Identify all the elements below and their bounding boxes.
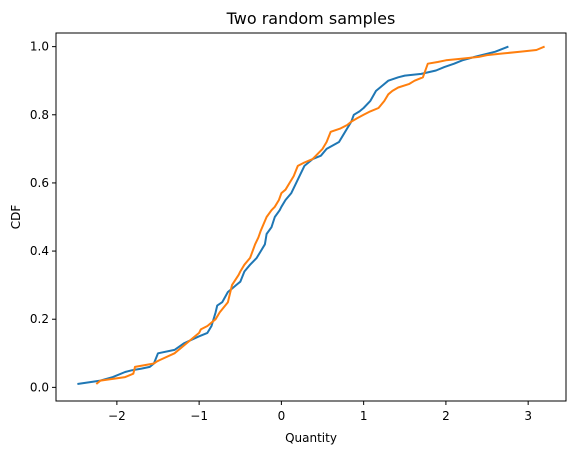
chart-title: Two random samples [226, 9, 396, 28]
x-axis-label: Quantity [285, 431, 337, 445]
series-line-1 [77, 47, 508, 384]
y-tick-label: 0.0 [30, 380, 49, 394]
x-tick-label: 0 [278, 409, 286, 423]
axes-frame [56, 33, 566, 401]
series-line-2 [96, 47, 544, 384]
x-axis-ticks: −2 −1 0 1 2 3 [108, 401, 532, 423]
y-tick-label: 0.8 [30, 108, 49, 122]
y-tick-label: 0.2 [30, 312, 49, 326]
x-tick-label: −1 [190, 409, 208, 423]
y-axis-ticks: 0.0 0.2 0.4 0.6 0.8 1.0 [30, 40, 56, 395]
x-tick-label: −2 [108, 409, 126, 423]
series-layer [77, 47, 544, 384]
x-tick-label: 2 [442, 409, 450, 423]
y-axis-label: CDF [9, 205, 23, 230]
y-tick-label: 1.0 [30, 40, 49, 54]
y-tick-label: 0.6 [30, 176, 49, 190]
x-tick-label: 1 [360, 409, 368, 423]
y-tick-label: 0.4 [30, 244, 49, 258]
x-tick-label: 3 [524, 409, 532, 423]
